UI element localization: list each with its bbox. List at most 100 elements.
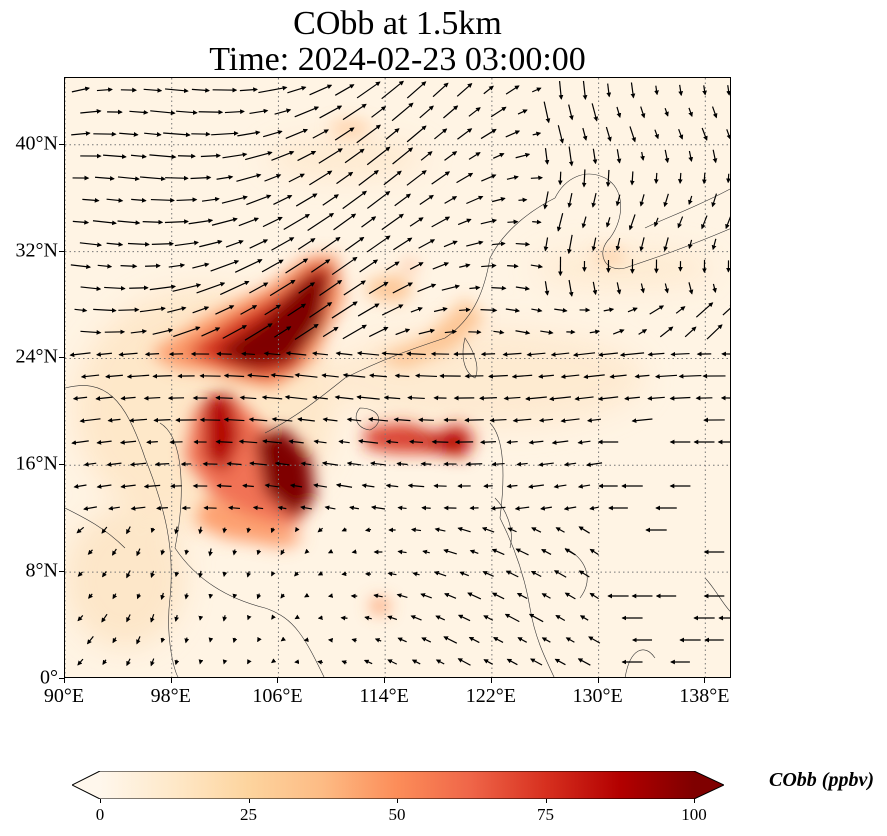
wind-arrow xyxy=(199,239,223,248)
wind-arrow xyxy=(118,307,140,313)
colorbar-tick-mark xyxy=(100,799,101,803)
wind-arrow xyxy=(530,175,544,181)
wind-arrow xyxy=(701,215,708,230)
wind-arrow xyxy=(271,237,295,251)
wind-arrow xyxy=(677,172,683,184)
wind-arrow xyxy=(239,395,257,401)
wind-arrow xyxy=(108,505,120,511)
wind-arrow xyxy=(586,417,602,423)
wind-arrow xyxy=(420,151,433,161)
wind-arrow xyxy=(112,593,118,600)
wind-arrow xyxy=(154,461,170,467)
wind-arrow xyxy=(319,105,343,119)
wind-arrow xyxy=(94,176,115,181)
wind-arrow xyxy=(654,129,659,140)
wind-arrow xyxy=(346,461,362,466)
wind-arrow xyxy=(456,172,474,184)
wind-arrow xyxy=(246,571,252,578)
wind-arrow xyxy=(491,285,507,291)
wind-arrow xyxy=(417,283,437,293)
wind-arrow xyxy=(543,101,551,124)
wind-arrow xyxy=(150,110,176,116)
wind-arrow xyxy=(366,235,391,253)
wind-arrow xyxy=(208,637,214,643)
wind-arrow xyxy=(342,324,367,340)
wind-arrow xyxy=(70,264,92,270)
colorbar-max-extend xyxy=(694,771,724,799)
wind-arrow xyxy=(541,637,551,643)
wind-arrow xyxy=(543,237,549,252)
wind-arrow xyxy=(236,173,262,182)
wind-arrow xyxy=(101,526,108,534)
wind-arrow xyxy=(150,527,156,534)
wind-arrow xyxy=(563,505,577,511)
colorbar-tick-label: 0 xyxy=(95,805,105,824)
wind-arrow xyxy=(357,438,379,444)
wind-arrow xyxy=(144,132,162,137)
wind-arrow xyxy=(364,615,372,621)
wind-arrow xyxy=(216,351,232,357)
y-tick-label: 40°N xyxy=(15,132,58,155)
wind-arrow xyxy=(284,394,308,400)
wind-arrow xyxy=(232,549,238,556)
wind-arrow xyxy=(515,330,531,335)
wind-arrow xyxy=(629,171,635,186)
wind-arrow xyxy=(492,241,506,247)
wind-arrow xyxy=(528,439,544,445)
wind-arrow xyxy=(385,128,400,140)
wind-arrow xyxy=(249,461,267,466)
y-tick-mark xyxy=(59,464,64,466)
wind-arrow xyxy=(312,129,329,139)
wind-arrow xyxy=(725,216,730,230)
wind-arrow xyxy=(624,395,640,401)
wind-arrow xyxy=(678,373,702,379)
wind-arrow xyxy=(249,108,269,115)
wind-arrow xyxy=(257,636,262,643)
wind-arrow xyxy=(341,571,347,577)
y-tick-mark xyxy=(59,250,64,252)
colorbar-label: CObb (ppbv) xyxy=(769,769,874,791)
wind-arrow xyxy=(466,195,484,205)
wind-arrow xyxy=(525,396,547,402)
wind-arrow xyxy=(211,217,238,226)
wind-arrow xyxy=(143,88,163,93)
wind-arrow xyxy=(688,150,694,162)
wind-arrow xyxy=(408,439,423,445)
wind-arrow xyxy=(483,659,493,665)
wind-arrow xyxy=(516,461,528,467)
wind-arrow xyxy=(517,109,528,115)
x-tick-label: 90°E xyxy=(43,685,85,707)
wind-arrow xyxy=(441,284,461,291)
y-tick-mark xyxy=(59,357,64,359)
wind-arrow xyxy=(356,394,380,400)
wind-arrow xyxy=(126,658,131,667)
wind-arrow xyxy=(434,128,448,140)
wind-arrow xyxy=(285,350,307,356)
wind-arrow xyxy=(344,148,365,164)
wind-arrow xyxy=(271,416,293,422)
wind-arrow xyxy=(684,326,697,338)
wind-arrow xyxy=(335,483,353,488)
wind-arrow xyxy=(630,82,636,99)
wind-arrow xyxy=(414,373,438,379)
wind-arrow xyxy=(294,526,300,533)
wind-arrow xyxy=(434,527,446,533)
wind-arrow xyxy=(711,238,717,251)
wind-arrow xyxy=(550,352,570,357)
wind-arrow xyxy=(568,279,574,297)
wind-arrow xyxy=(288,439,304,444)
wind-arrow xyxy=(184,549,190,556)
wind-arrow xyxy=(234,259,263,273)
wind-arrow xyxy=(577,658,591,666)
wind-arrow xyxy=(394,193,411,207)
wind-arrow xyxy=(567,192,573,208)
wind-arrow xyxy=(394,373,410,379)
wind-arrow xyxy=(271,150,295,161)
wind-arrow xyxy=(504,613,520,623)
wind-vector-field xyxy=(69,80,730,667)
wind-arrow xyxy=(647,351,665,357)
wind-arrow xyxy=(130,153,147,159)
wind-arrow xyxy=(589,592,599,600)
colorbar-min-extend xyxy=(72,771,100,799)
wind-arrow xyxy=(361,483,375,489)
